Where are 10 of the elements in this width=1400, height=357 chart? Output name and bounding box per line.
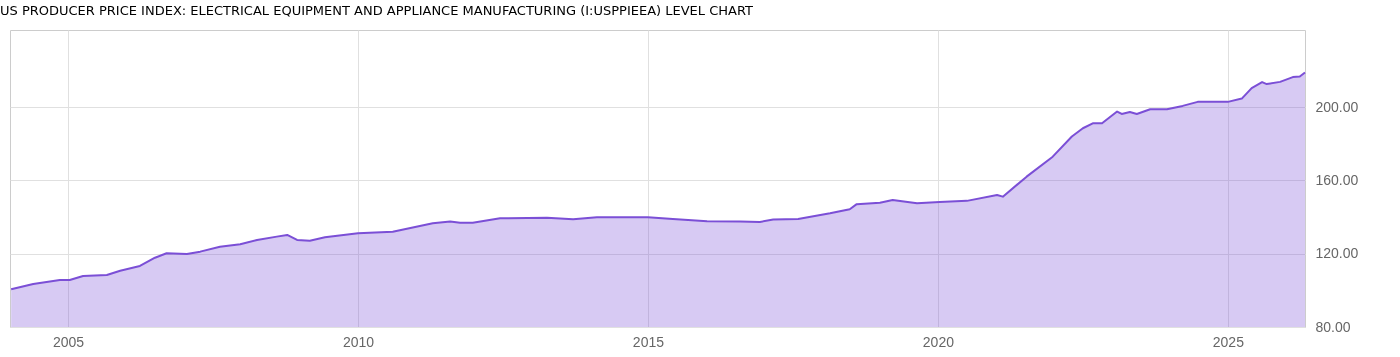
- y-tick-label: 80.00: [1315, 318, 1351, 335]
- x-tick-label: 2015: [632, 333, 665, 350]
- x-tick-label: 2020: [922, 333, 955, 350]
- y-tick-label: 120.00: [1315, 245, 1359, 262]
- y-tick-label: 200.00: [1315, 98, 1359, 115]
- chart-title: US PRODUCER PRICE INDEX: ELECTRICAL EQUIPMENT AND APPLIANCE MANUFACTURING (I:USPPIEEA) LEVEL CHART: [0, 3, 754, 18]
- y-tick-label: 160.00: [1315, 171, 1359, 188]
- x-tick-label: 2025: [1212, 333, 1245, 350]
- x-tick-label: 2005: [52, 333, 85, 350]
- x-tick-label: 2010: [342, 333, 375, 350]
